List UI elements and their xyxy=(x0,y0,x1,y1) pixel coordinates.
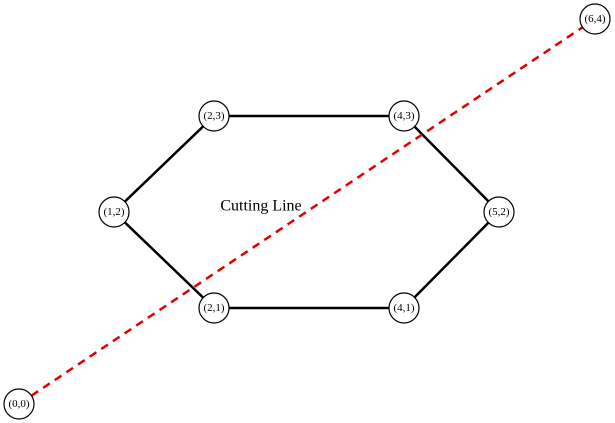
node-n23: (2,3) xyxy=(198,100,230,132)
node-label: (4,3) xyxy=(393,110,414,122)
node-n52: (5,2) xyxy=(483,196,515,228)
node-circle xyxy=(388,100,420,132)
node-circle xyxy=(388,292,420,324)
polygon-edge-n12-n21 xyxy=(113,211,215,309)
node-n21: (2,1) xyxy=(198,292,230,324)
node-circle xyxy=(483,196,515,228)
node-label: (6,4) xyxy=(584,13,605,25)
cutting-line-annotation: Cutting Line xyxy=(220,198,301,215)
node-n12: (1,2) xyxy=(98,196,130,228)
node-n00: (0,0) xyxy=(3,388,35,420)
node-n41: (4,1) xyxy=(388,292,420,324)
node-label: (1,2) xyxy=(103,206,124,218)
node-label: (4,1) xyxy=(393,302,414,314)
polygon-edge-n23-n12 xyxy=(113,115,215,213)
polygon-edge-n52-n43 xyxy=(403,115,500,213)
node-label: (5,2) xyxy=(488,206,509,218)
node-circle xyxy=(3,388,35,420)
node-circle xyxy=(579,3,611,35)
cutting-line-layer xyxy=(30,26,584,397)
node-n43: (4,3) xyxy=(388,100,420,132)
node-circle xyxy=(198,292,230,324)
node-circle xyxy=(98,196,130,228)
cutting-line xyxy=(30,26,584,397)
node-n64: (6,4) xyxy=(579,3,611,35)
node-label: (0,0) xyxy=(8,398,29,410)
node-label: (2,3) xyxy=(203,110,224,122)
node-label: (2,1) xyxy=(203,302,224,314)
node-circle xyxy=(198,100,230,132)
polygon-edges xyxy=(113,114,500,310)
polygon-edge-n41-n52 xyxy=(403,211,500,309)
nodes-layer: (2,1) (4,1) (5,2) (4,3) (2,3) (1,2) (0,0) (6,4) xyxy=(3,3,611,420)
